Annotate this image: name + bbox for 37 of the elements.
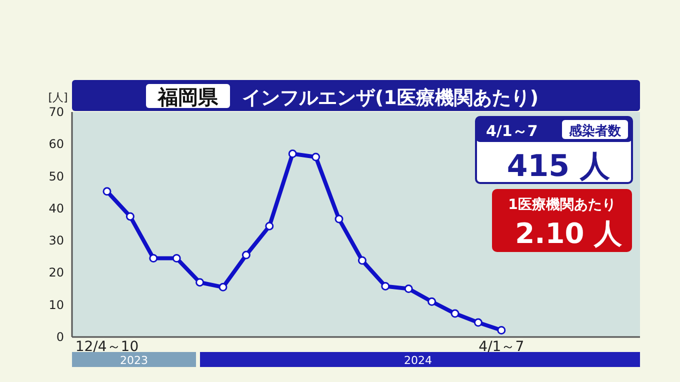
- point: [334, 214, 344, 224]
- y-tick-label: 0: [56, 330, 64, 344]
- chart-title: 福岡県: [157, 85, 219, 109]
- point: [497, 326, 506, 334]
- chart-subtitle: インフルエンザ(1医療機関あたり): [242, 87, 539, 109]
- y-tick-label: 30: [48, 234, 64, 248]
- y-tick-label: 20: [48, 266, 64, 280]
- y-tick-label: 70: [48, 105, 64, 119]
- annotation: 1医療機関あたり: [508, 196, 616, 213]
- point: [474, 318, 482, 327]
- point: [126, 212, 134, 221]
- y-tick-label: 10: [48, 298, 64, 312]
- y-tick-label: 60: [48, 137, 64, 152]
- annotation: 4/1～7: [486, 122, 538, 140]
- annotation: 415 人: [506, 149, 611, 184]
- point: [265, 222, 274, 230]
- point: [312, 152, 320, 162]
- x-tick-label: 12/4～10: [75, 339, 139, 355]
- point: [242, 250, 250, 260]
- point: [381, 282, 390, 290]
- text: 2023: [120, 354, 148, 367]
- point: [102, 187, 112, 196]
- point: [172, 254, 181, 262]
- point: [196, 278, 204, 287]
- y-tick-label: 40: [48, 201, 64, 216]
- point: [428, 297, 436, 306]
- point: [218, 282, 228, 292]
- text: 感染者数: [568, 123, 622, 139]
- y-tick-label: 50: [48, 169, 64, 184]
- point: [358, 256, 366, 265]
- y-axis-title: [人]: [48, 91, 68, 104]
- point: [404, 284, 413, 294]
- point: [149, 254, 158, 262]
- text: 2.10 人: [515, 217, 623, 250]
- point: [450, 309, 460, 318]
- point: [288, 150, 297, 158]
- text: 2024: [404, 354, 432, 367]
